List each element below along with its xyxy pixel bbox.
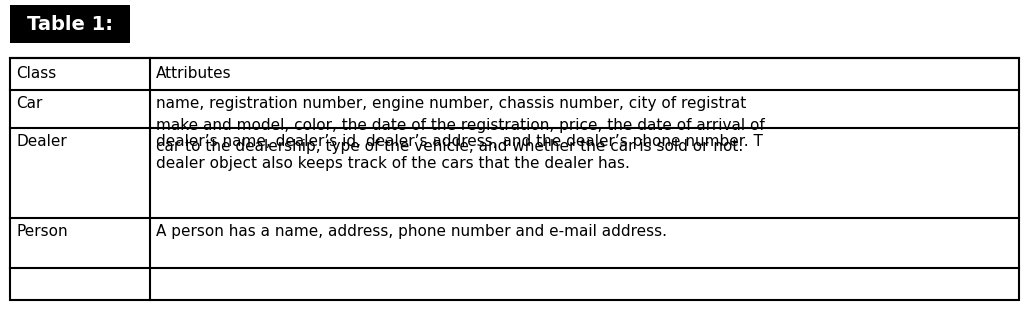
- Text: A person has a name, address, phone number and e-mail address.: A person has a name, address, phone numb…: [156, 224, 667, 239]
- Text: name, registration number, engine number, chassis number, city of registrat
make: name, registration number, engine number…: [156, 96, 765, 154]
- Text: Class: Class: [16, 66, 57, 82]
- Bar: [10, 58, 1019, 300]
- Text: dealer’s name, dealer’s id, dealer’s address, and the dealer’s phone number. T
d: dealer’s name, dealer’s id, dealer’s add…: [156, 134, 762, 171]
- Text: Dealer: Dealer: [16, 134, 67, 149]
- Text: Person: Person: [16, 224, 68, 239]
- Bar: [10, 5, 130, 43]
- Text: Car: Car: [16, 96, 42, 111]
- Text: Table 1:: Table 1:: [27, 15, 113, 33]
- Text: Attributes: Attributes: [156, 66, 232, 82]
